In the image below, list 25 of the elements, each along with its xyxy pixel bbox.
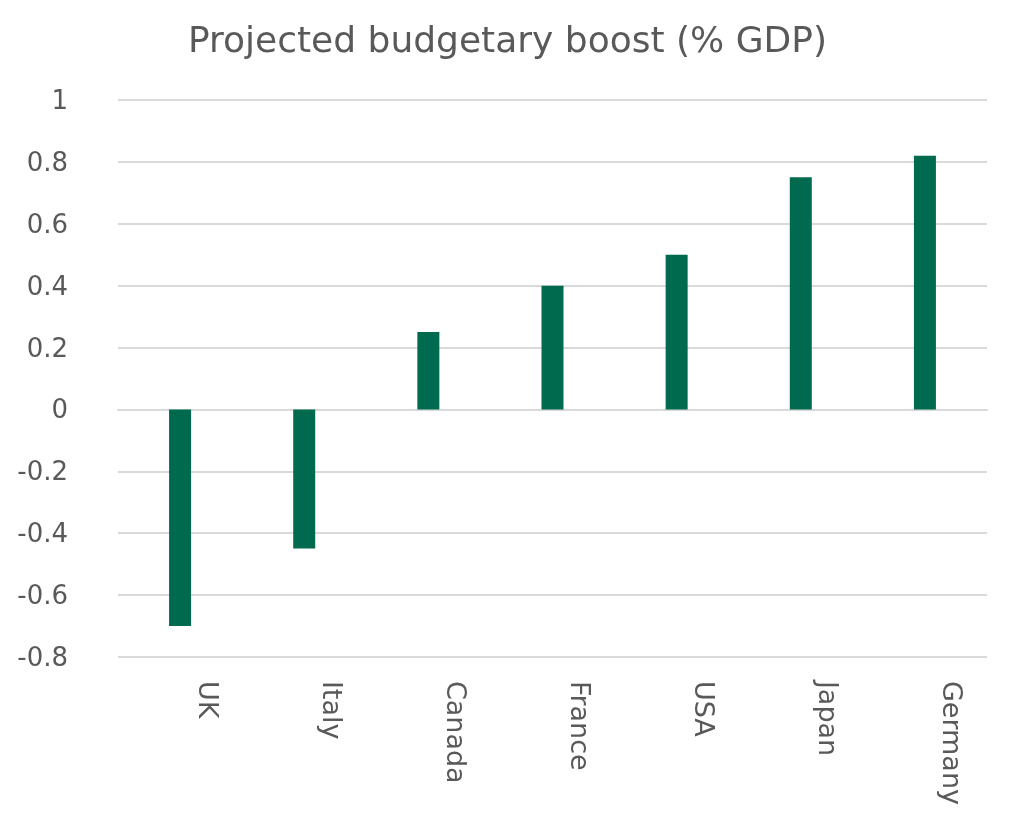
y-tick-label: 0.4: [26, 270, 68, 301]
bar: [293, 409, 316, 549]
x-tick-label: Italy: [316, 680, 348, 740]
bar: [665, 254, 688, 410]
y-tick-label: 0.2: [26, 332, 68, 363]
bar: [417, 332, 440, 410]
x-tick-label: Canada: [440, 680, 472, 784]
y-tick-label: 1: [51, 85, 68, 115]
x-tick-label: France: [565, 680, 596, 771]
y-tick-label: -0.8: [17, 641, 68, 672]
y-tick-label: -0.2: [17, 456, 68, 487]
y-tick-label: 0.8: [26, 146, 68, 177]
bar: [169, 409, 192, 626]
x-tick-label: USA: [689, 680, 721, 738]
y-tick-label: 0.6: [26, 208, 68, 239]
y-tick-label: -0.6: [17, 580, 68, 611]
chart-title: Projected budgetary boost (% GDP): [187, 18, 828, 60]
x-tick-label: Japan: [813, 678, 845, 757]
bar: [913, 155, 936, 410]
x-tick-label: UK: [192, 680, 224, 720]
y-tick-label: -0.4: [17, 518, 68, 549]
bar: [789, 177, 812, 410]
bar: [541, 285, 564, 410]
y-tick-label: 0: [51, 394, 68, 425]
x-tick-label: Germany: [937, 680, 969, 806]
